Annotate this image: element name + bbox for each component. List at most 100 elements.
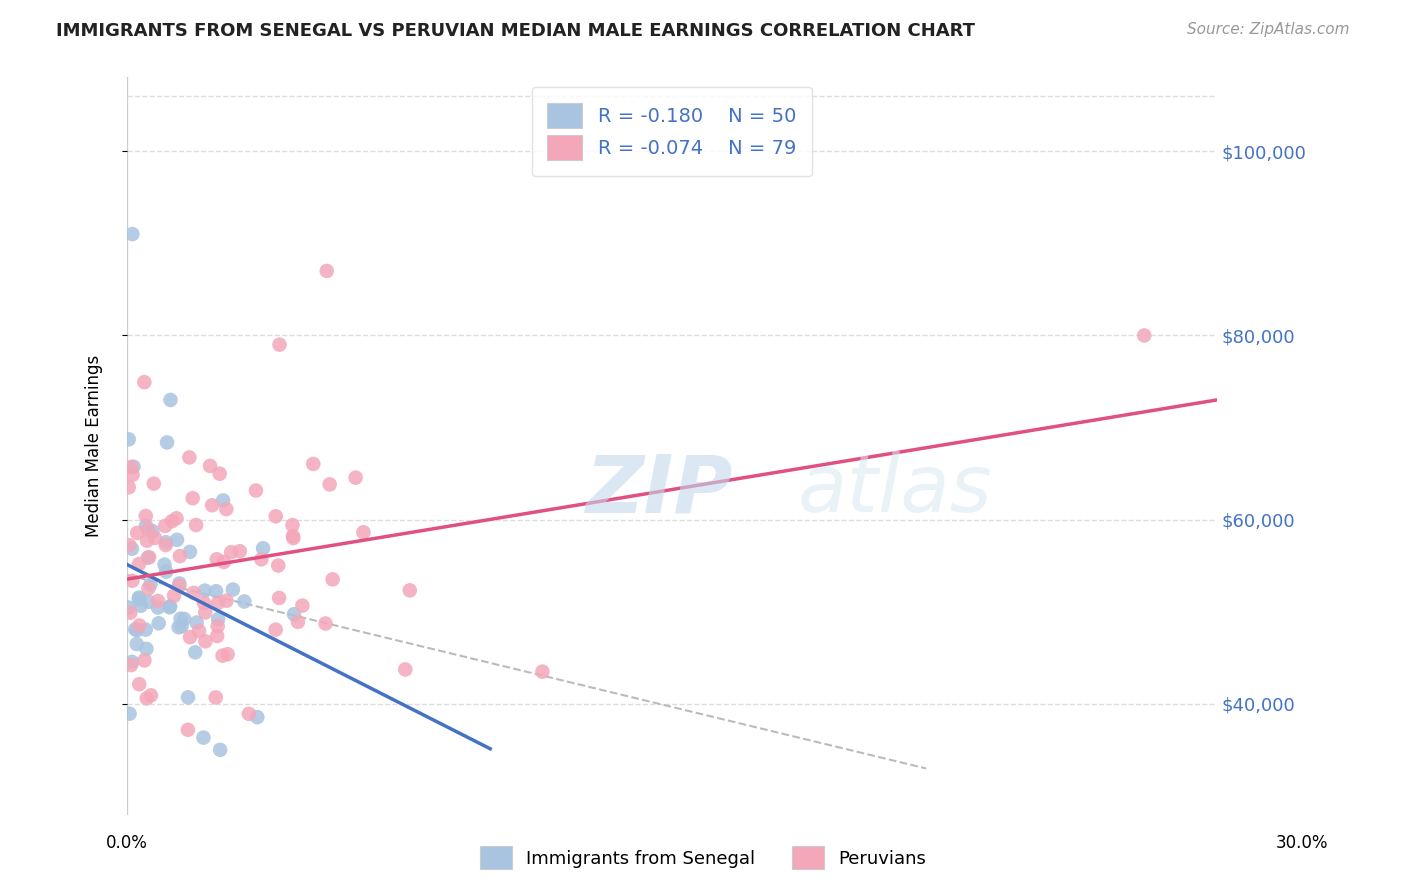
Text: IMMIGRANTS FROM SENEGAL VS PERUVIAN MEDIAN MALE EARNINGS CORRELATION CHART: IMMIGRANTS FROM SENEGAL VS PERUVIAN MEDI… — [56, 22, 976, 40]
Point — [155, 538, 177, 552]
Point — [118, 480, 141, 494]
Point — [141, 524, 163, 538]
Point — [156, 435, 179, 450]
Point — [138, 595, 160, 609]
Text: atlas: atlas — [797, 451, 993, 529]
Point — [194, 583, 217, 598]
Point — [211, 648, 233, 663]
Y-axis label: Median Male Earnings: Median Male Earnings — [86, 355, 103, 537]
Point — [148, 616, 170, 631]
Point — [287, 615, 309, 629]
Point — [314, 616, 336, 631]
Point — [135, 641, 157, 656]
Point — [121, 227, 143, 241]
Point — [135, 691, 157, 706]
Point — [128, 677, 150, 691]
Text: Source: ZipAtlas.com: Source: ZipAtlas.com — [1187, 22, 1350, 37]
Point — [252, 541, 274, 556]
Point — [246, 710, 269, 724]
Point — [198, 458, 221, 473]
Point — [139, 577, 162, 591]
Point — [352, 525, 374, 540]
Point — [169, 549, 191, 563]
Point — [159, 392, 181, 407]
Point — [188, 624, 211, 638]
Point — [201, 498, 224, 512]
Point — [269, 337, 291, 351]
Point — [128, 592, 150, 607]
Text: 30.0%: 30.0% — [1277, 834, 1329, 852]
Point — [170, 619, 193, 633]
Point — [184, 518, 207, 533]
Point — [155, 565, 177, 579]
Point — [173, 612, 195, 626]
Point — [344, 470, 367, 484]
Point — [129, 599, 152, 613]
Point — [179, 630, 201, 644]
Point — [283, 607, 305, 622]
Point — [166, 511, 188, 525]
Point — [128, 591, 150, 605]
Point — [167, 620, 190, 634]
Point — [205, 584, 228, 599]
Point — [118, 706, 141, 721]
Point — [142, 476, 165, 491]
Point — [204, 690, 226, 705]
Point — [118, 433, 141, 447]
Point — [291, 599, 314, 613]
Point — [159, 599, 181, 614]
Point — [135, 508, 157, 523]
Point — [222, 582, 245, 597]
Point — [184, 645, 207, 659]
Point — [281, 529, 304, 543]
Point — [207, 619, 229, 633]
Point — [207, 612, 229, 626]
Point — [127, 525, 149, 540]
Point — [233, 594, 256, 608]
Point — [318, 477, 340, 491]
Point — [138, 582, 160, 596]
Point — [118, 600, 141, 615]
Point — [121, 541, 143, 556]
Point — [398, 583, 420, 598]
Legend: R = -0.180    N = 50, R = -0.074    N = 79: R = -0.180 N = 50, R = -0.074 N = 79 — [531, 87, 811, 176]
Point — [193, 596, 215, 610]
Point — [177, 723, 200, 737]
Point — [193, 731, 215, 745]
Point — [177, 690, 200, 705]
Point — [283, 531, 305, 545]
Point — [136, 523, 159, 537]
Point — [153, 558, 176, 572]
Point — [1133, 328, 1156, 343]
Point — [118, 538, 141, 552]
Text: 0.0%: 0.0% — [105, 834, 148, 852]
Point — [219, 545, 242, 559]
Point — [128, 618, 150, 632]
Point — [269, 591, 291, 605]
Point — [169, 612, 191, 626]
Point — [245, 483, 267, 498]
Point — [315, 264, 337, 278]
Point — [135, 623, 157, 637]
Point — [181, 491, 204, 506]
Point — [186, 615, 208, 630]
Point — [122, 459, 145, 474]
Text: ZIP: ZIP — [585, 451, 733, 529]
Point — [212, 555, 235, 569]
Point — [125, 624, 148, 638]
Point — [281, 518, 304, 533]
Point — [155, 535, 177, 549]
Point — [146, 600, 169, 615]
Point — [120, 606, 142, 620]
Point — [166, 533, 188, 547]
Point — [121, 467, 143, 482]
Point — [135, 519, 157, 533]
Point — [215, 502, 238, 516]
Point — [121, 574, 143, 588]
Point — [212, 493, 235, 508]
Point — [136, 533, 159, 548]
Point — [159, 600, 181, 615]
Point — [194, 634, 217, 648]
Point — [267, 558, 290, 573]
Point — [322, 573, 344, 587]
